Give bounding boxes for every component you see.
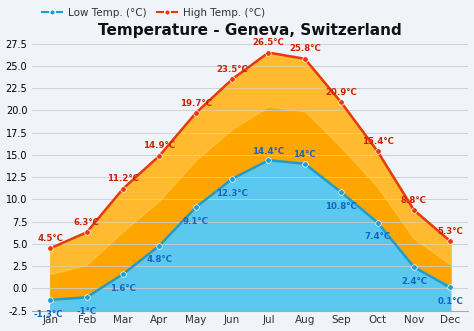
Text: 9.1°C: 9.1°C xyxy=(183,217,209,226)
Text: 6.3°C: 6.3°C xyxy=(74,218,100,227)
Text: 10.8°C: 10.8°C xyxy=(325,202,357,211)
Low Temp. (°C) xyxy=(84,295,90,299)
High Temp. (°C) xyxy=(229,77,235,81)
Low Temp. (°C) xyxy=(411,265,417,269)
Text: 15.4°C: 15.4°C xyxy=(362,137,393,146)
Low Temp. (°C) xyxy=(229,177,235,181)
High Temp. (°C) xyxy=(447,239,453,243)
Text: 2.4°C: 2.4°C xyxy=(401,277,427,286)
Low Temp. (°C) xyxy=(156,244,162,248)
Text: 5.3°C: 5.3°C xyxy=(438,227,463,236)
Legend: Low Temp. (°C), High Temp. (°C): Low Temp. (°C), High Temp. (°C) xyxy=(37,4,269,22)
Text: 14.9°C: 14.9°C xyxy=(144,141,175,150)
High Temp. (°C) xyxy=(47,246,53,250)
Low Temp. (°C) xyxy=(447,285,453,289)
Text: 19.7°C: 19.7°C xyxy=(180,99,212,108)
Low Temp. (°C) xyxy=(193,206,199,210)
Low Temp. (°C) xyxy=(338,190,344,194)
Text: 26.5°C: 26.5°C xyxy=(253,38,284,47)
Low Temp. (°C) xyxy=(375,220,381,224)
Text: 7.4°C: 7.4°C xyxy=(365,232,391,241)
Low Temp. (°C) xyxy=(302,162,308,166)
Low Temp. (°C) xyxy=(265,158,271,162)
Text: -1°C: -1°C xyxy=(77,307,97,316)
Text: 4.8°C: 4.8°C xyxy=(146,256,173,264)
High Temp. (°C) xyxy=(84,230,90,234)
Text: 23.5°C: 23.5°C xyxy=(216,65,248,74)
Text: 14.4°C: 14.4°C xyxy=(253,147,284,156)
Text: 11.2°C: 11.2°C xyxy=(107,174,139,183)
High Temp. (°C) xyxy=(302,57,308,61)
High Temp. (°C) xyxy=(193,111,199,115)
Text: 25.8°C: 25.8°C xyxy=(289,44,321,54)
Text: 0.1°C: 0.1°C xyxy=(438,297,463,306)
High Temp. (°C) xyxy=(338,100,344,104)
Title: Temperature - Geneva, Switzerland: Temperature - Geneva, Switzerland xyxy=(99,24,402,38)
High Temp. (°C) xyxy=(265,51,271,55)
High Temp. (°C) xyxy=(411,208,417,212)
Text: 8.8°C: 8.8°C xyxy=(401,196,427,205)
Text: 4.5°C: 4.5°C xyxy=(37,234,64,243)
Text: 12.3°C: 12.3°C xyxy=(216,189,248,198)
High Temp. (°C) xyxy=(120,187,126,191)
Low Temp. (°C) xyxy=(47,298,53,302)
Low Temp. (°C) xyxy=(120,272,126,276)
High Temp. (°C) xyxy=(156,154,162,158)
Text: 1.6°C: 1.6°C xyxy=(110,284,136,293)
Text: 14°C: 14°C xyxy=(293,150,316,159)
Line: Low Temp. (°C): Low Temp. (°C) xyxy=(47,158,453,303)
Text: 20.9°C: 20.9°C xyxy=(325,88,357,97)
Text: -1.3°C: -1.3°C xyxy=(34,310,63,319)
High Temp. (°C) xyxy=(375,149,381,153)
Line: High Temp. (°C): High Temp. (°C) xyxy=(47,50,453,251)
